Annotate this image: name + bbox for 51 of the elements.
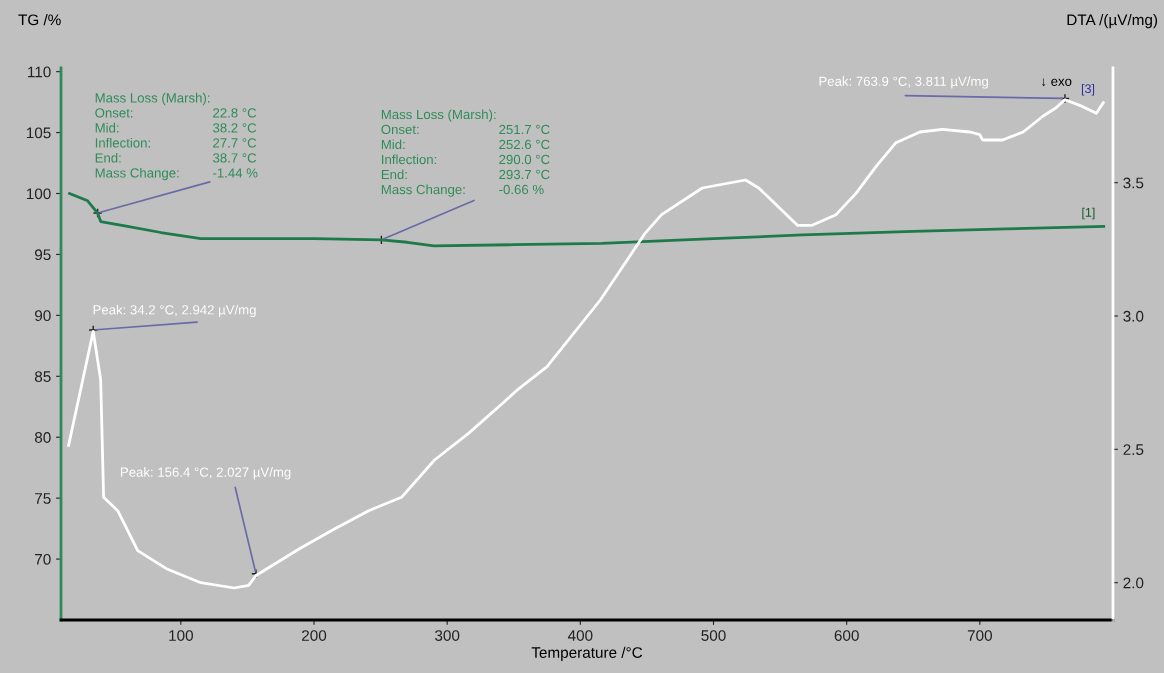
y-tick-label: 85 bbox=[34, 371, 51, 382]
y-tick-label: 70 bbox=[35, 553, 51, 565]
annotation: Mid: bbox=[95, 122, 119, 133]
annotation: Onset: bbox=[381, 124, 419, 135]
y2-tick-label: 2.0 bbox=[1123, 577, 1144, 589]
x-tick-label: 200 bbox=[302, 630, 327, 641]
annotation: 22.8 °C bbox=[213, 108, 257, 118]
x-axis-title: Temperature /°C bbox=[531, 646, 643, 661]
annotation: Peak: 156.4 °C, 2.027 µV/mg bbox=[120, 467, 291, 480]
annotation: -1.44 % bbox=[213, 168, 258, 178]
x-tick-label: 600 bbox=[834, 630, 859, 641]
series-label: [3] bbox=[1081, 83, 1095, 96]
annotation: Peak: 763.9 °C, 3.811 µV/mg bbox=[819, 76, 988, 89]
annotation: Mass Loss (Marsh): bbox=[381, 109, 496, 122]
y-tick-label: 110 bbox=[28, 66, 51, 78]
series-label: [1] bbox=[1082, 207, 1095, 220]
annotation: End: bbox=[95, 152, 121, 163]
annotation: Inflection: bbox=[382, 154, 437, 165]
y-tick-label: 95 bbox=[35, 249, 51, 261]
y2-tick-label: 2.5 bbox=[1123, 444, 1144, 456]
x-tick-label: 100 bbox=[169, 630, 193, 641]
annotation: 290.0 °C bbox=[499, 154, 550, 165]
annotation: Mass Change: bbox=[381, 184, 465, 197]
x-tick-label: 400 bbox=[567, 630, 593, 641]
annotation: -0.66 % bbox=[499, 184, 544, 195]
annotation: 293.7 °C bbox=[499, 169, 550, 180]
y-tick-label: 80 bbox=[34, 432, 51, 443]
x-tick-label: 300 bbox=[435, 630, 460, 641]
y-axis-title: TG /% bbox=[18, 14, 61, 26]
y2-axis-title: DTA /(µV/mg) bbox=[1067, 14, 1158, 29]
annotation: Mass Change: bbox=[95, 167, 179, 181]
annotation: Mass Loss (Marsh): bbox=[95, 92, 210, 106]
annotation: 251.7 °C bbox=[499, 124, 550, 135]
y-tick-label: 75 bbox=[35, 493, 51, 504]
y-tick-label: 90 bbox=[35, 310, 51, 322]
annotation: 38.7 °C bbox=[212, 153, 257, 163]
annotation: 27.7 °C bbox=[213, 138, 257, 148]
x-tick-label: 500 bbox=[701, 630, 726, 641]
annotation: ↓ exo bbox=[1042, 78, 1072, 87]
annotation: End: bbox=[381, 169, 407, 180]
y-tick-label: 100 bbox=[26, 188, 51, 200]
x-tick-label: 700 bbox=[967, 630, 992, 641]
annotation: Inflection: bbox=[95, 137, 150, 148]
y2-tick-label: 3.0 bbox=[1123, 310, 1144, 322]
y-tick-label: 105 bbox=[26, 127, 51, 139]
annotation: Peak: 34.2 °C, 2.942 µV/mg bbox=[93, 304, 256, 318]
annotation: 252.6 °C bbox=[499, 139, 550, 150]
annotation: Onset: bbox=[95, 108, 133, 118]
y2-tick-label: 3.5 bbox=[1123, 177, 1144, 189]
annotation: 38.2 °C bbox=[212, 123, 257, 133]
annotation: Mid: bbox=[381, 139, 405, 150]
